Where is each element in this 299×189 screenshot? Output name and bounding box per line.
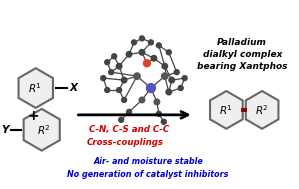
- Circle shape: [105, 88, 110, 92]
- Polygon shape: [19, 68, 53, 108]
- Circle shape: [151, 56, 157, 61]
- Text: +: +: [28, 109, 39, 123]
- Text: $\mathit{R}^2$: $\mathit{R}^2$: [37, 123, 51, 137]
- Text: Palladium: Palladium: [217, 38, 267, 47]
- Circle shape: [109, 70, 114, 75]
- Text: Cross-couplings: Cross-couplings: [87, 138, 164, 147]
- Circle shape: [140, 36, 144, 41]
- Circle shape: [126, 52, 132, 57]
- Circle shape: [119, 117, 123, 122]
- Circle shape: [105, 60, 110, 65]
- Text: No generation of catalyst inhibitors: No generation of catalyst inhibitors: [67, 170, 229, 179]
- Circle shape: [162, 73, 168, 79]
- Circle shape: [139, 97, 145, 103]
- Circle shape: [117, 88, 122, 92]
- Circle shape: [148, 40, 153, 45]
- Text: bearing Xantphos: bearing Xantphos: [197, 62, 288, 71]
- Text: C-N, C-S and C-C: C-N, C-S and C-C: [89, 125, 169, 134]
- Circle shape: [156, 111, 161, 116]
- Circle shape: [116, 64, 122, 69]
- Circle shape: [144, 60, 150, 67]
- Circle shape: [169, 77, 175, 83]
- Circle shape: [122, 98, 126, 102]
- Circle shape: [126, 109, 132, 114]
- Circle shape: [147, 84, 155, 92]
- Text: $\mathit{R}^1$: $\mathit{R}^1$: [28, 81, 42, 95]
- Polygon shape: [210, 91, 243, 129]
- Circle shape: [121, 77, 127, 83]
- Circle shape: [174, 70, 179, 75]
- Circle shape: [162, 64, 167, 69]
- Text: $\mathit{R}^2$: $\mathit{R}^2$: [255, 103, 269, 117]
- Circle shape: [166, 50, 171, 55]
- Circle shape: [139, 50, 145, 55]
- Polygon shape: [24, 109, 60, 151]
- Text: dialkyl complex: dialkyl complex: [202, 50, 282, 59]
- Circle shape: [156, 43, 161, 48]
- Text: Y: Y: [1, 125, 9, 135]
- Circle shape: [132, 40, 137, 45]
- Polygon shape: [246, 91, 278, 129]
- Text: Air- and moisture stable: Air- and moisture stable: [93, 157, 203, 166]
- Circle shape: [178, 86, 183, 91]
- Circle shape: [112, 54, 117, 59]
- Circle shape: [101, 76, 106, 81]
- Circle shape: [154, 99, 160, 105]
- Circle shape: [182, 76, 187, 81]
- Circle shape: [134, 73, 140, 79]
- Circle shape: [166, 89, 172, 95]
- Text: $\mathit{R}^1$: $\mathit{R}^1$: [219, 103, 233, 117]
- Text: X: X: [69, 83, 77, 93]
- Circle shape: [161, 119, 166, 124]
